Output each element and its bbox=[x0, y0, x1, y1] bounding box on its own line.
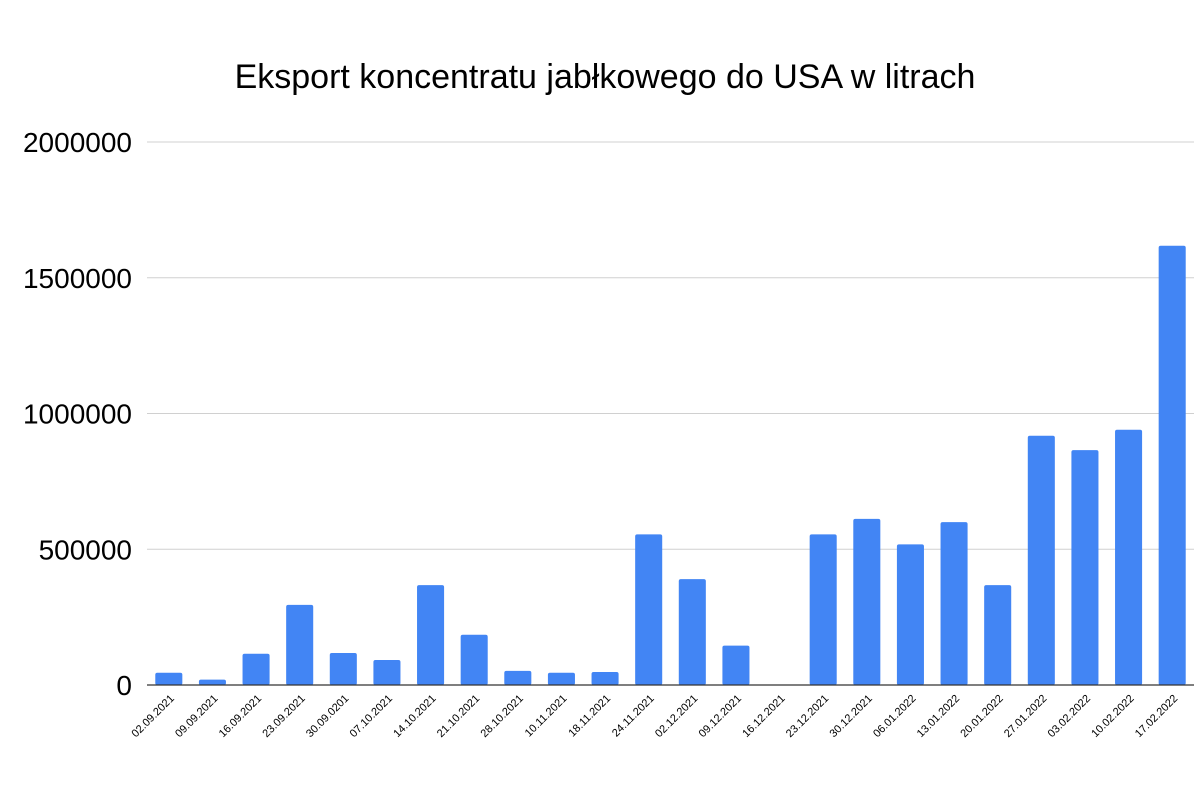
bar bbox=[1115, 429, 1143, 685]
x-tick-label: 10.11.2021 bbox=[523, 693, 570, 740]
x-tick-label: 03.02.2022 bbox=[1046, 693, 1093, 740]
bar bbox=[547, 672, 575, 685]
x-tick-label: 16.12.2021 bbox=[740, 693, 787, 740]
bar bbox=[329, 652, 357, 685]
bar bbox=[809, 534, 837, 685]
bar bbox=[1158, 245, 1186, 685]
gridlines bbox=[147, 141, 1194, 550]
bar bbox=[591, 671, 619, 685]
x-tick-label: 10.02.2022 bbox=[1089, 693, 1136, 740]
x-tick-label: 24.11.2021 bbox=[610, 693, 657, 740]
x-tick-label: 27.01.2022 bbox=[1002, 693, 1049, 740]
bar bbox=[678, 579, 706, 685]
bar bbox=[1071, 450, 1099, 685]
x-tick-label: 09.09.2021 bbox=[173, 693, 220, 740]
bar bbox=[853, 518, 881, 685]
bar bbox=[940, 522, 968, 685]
bar bbox=[155, 672, 183, 685]
y-tick-label: 1500000 bbox=[23, 263, 132, 294]
x-tick-label: 02.09.2021 bbox=[130, 693, 177, 740]
x-tick-labels: 02.09.202109.09.202116.09.202123.09.2021… bbox=[130, 693, 1181, 740]
bar bbox=[198, 679, 226, 685]
x-tick-label: 23.09.2021 bbox=[260, 693, 307, 740]
x-tick-label: 30.09.0201 bbox=[304, 693, 351, 740]
bar bbox=[286, 604, 314, 685]
x-tick-label: 16.09.2021 bbox=[217, 693, 264, 740]
bar bbox=[373, 660, 401, 685]
x-tick-label: 17.02.2022 bbox=[1133, 693, 1180, 740]
y-tick-labels: 0 500000 1000000 1500000 2000000 bbox=[23, 127, 132, 701]
chart-title: Eksport koncentratu jabłkowego do USA w … bbox=[234, 58, 976, 96]
y-tick-label: 0 bbox=[116, 670, 132, 701]
bar bbox=[242, 653, 270, 685]
x-tick-label: 20.01.2022 bbox=[958, 693, 1005, 740]
bar bbox=[722, 645, 750, 685]
bar bbox=[460, 634, 488, 685]
x-tick-label: 23.12.2021 bbox=[784, 693, 831, 740]
x-tick-label: 02.12.2021 bbox=[653, 693, 700, 740]
x-tick-label: 06.01.2022 bbox=[871, 693, 918, 740]
x-tick-label: 21.10.2021 bbox=[435, 693, 482, 740]
x-tick-label: 13.01.2022 bbox=[915, 693, 962, 740]
bar bbox=[417, 585, 445, 685]
x-tick-label: 30.12.2021 bbox=[828, 693, 875, 740]
y-tick-label: 2000000 bbox=[23, 127, 132, 158]
bar bbox=[1027, 435, 1055, 685]
x-tick-label: 07.10.2021 bbox=[348, 693, 395, 740]
y-tick-label: 1000000 bbox=[23, 399, 132, 430]
bars bbox=[155, 245, 1186, 685]
bar bbox=[984, 585, 1012, 685]
y-tick-label: 500000 bbox=[39, 534, 132, 565]
bar bbox=[504, 670, 532, 685]
x-tick-label: 28.10.2021 bbox=[479, 693, 526, 740]
bar bbox=[635, 534, 663, 685]
bar bbox=[896, 544, 924, 685]
x-tick-label: 14.10.2021 bbox=[391, 693, 438, 740]
x-tick-label: 18.11.2021 bbox=[566, 693, 613, 740]
x-tick-label: 09.12.2021 bbox=[697, 693, 744, 740]
